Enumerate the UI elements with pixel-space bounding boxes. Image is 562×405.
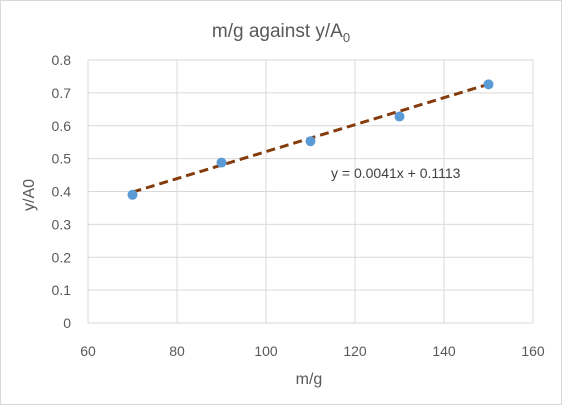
y-tick-label: 0.4 — [52, 184, 72, 200]
data-points — [127, 79, 494, 200]
x-tick-label: 120 — [343, 343, 367, 359]
data-point — [216, 157, 227, 168]
x-tick-label: 80 — [169, 343, 185, 359]
data-point — [127, 189, 138, 200]
y-tick-labels: 0 0.1 0.2 0.3 0.4 0.5 0.6 0.7 0.8 — [52, 52, 72, 331]
trendline-equation: y = 0.0041x + 0.1113 — [331, 165, 461, 181]
x-tick-label: 100 — [254, 343, 278, 359]
data-point — [394, 111, 405, 122]
y-tick-label: 0.2 — [52, 249, 72, 265]
gridlines — [87, 59, 534, 324]
y-axis-label: y/A0 — [21, 179, 38, 211]
chart-title-main: m/g against y/A — [212, 21, 343, 42]
y-tick-label: 0.7 — [52, 85, 72, 101]
data-point — [483, 79, 494, 90]
x-axis-label: m/g — [296, 371, 323, 388]
y-tick-label: 0 — [63, 315, 71, 331]
y-tick-label: 0.6 — [52, 118, 72, 134]
chart-title: m/g against y/A0 — [212, 21, 350, 45]
x-tick-label: 140 — [432, 343, 456, 359]
x-tick-label: 160 — [521, 343, 545, 359]
x-tick-labels: 60 80 100 120 140 160 — [80, 343, 545, 359]
chart-title-subscript: 0 — [343, 30, 350, 45]
y-tick-label: 0.3 — [52, 216, 72, 232]
y-tick-label: 0.5 — [52, 151, 72, 167]
y-tick-label: 0.8 — [52, 52, 72, 68]
y-tick-label: 0.1 — [52, 282, 72, 298]
data-point — [305, 136, 316, 147]
x-tick-label: 60 — [80, 343, 96, 359]
